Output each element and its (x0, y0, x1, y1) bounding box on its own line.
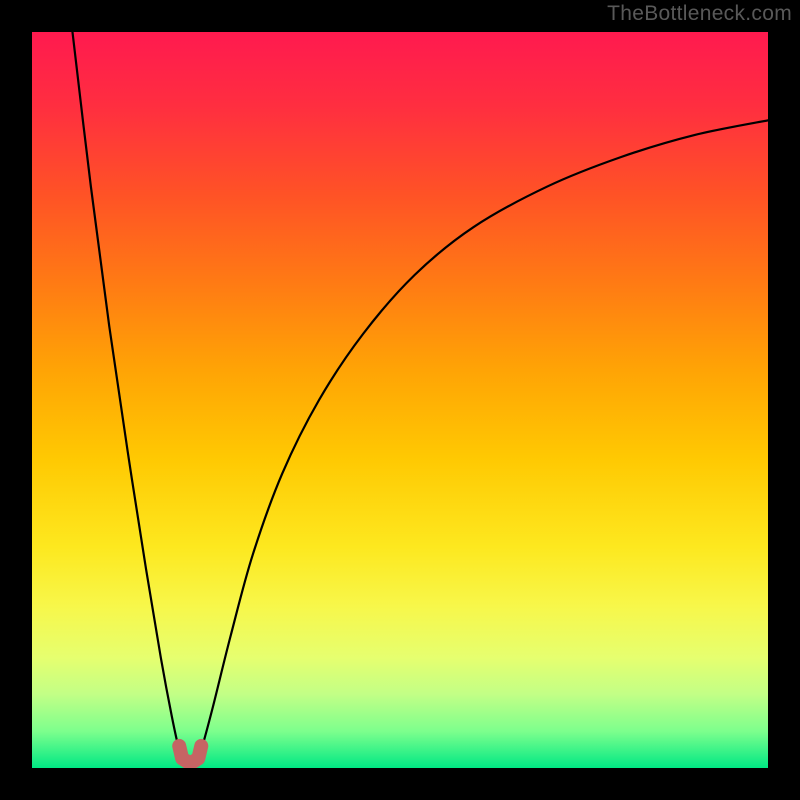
curve-right-branch (195, 120, 768, 763)
curve-left-branch (72, 32, 185, 763)
watermark-text: TheBottleneck.com (607, 2, 792, 26)
chart-curves-layer (32, 32, 768, 768)
bottleneck-chart (32, 32, 768, 768)
minimum-marker (179, 746, 201, 764)
